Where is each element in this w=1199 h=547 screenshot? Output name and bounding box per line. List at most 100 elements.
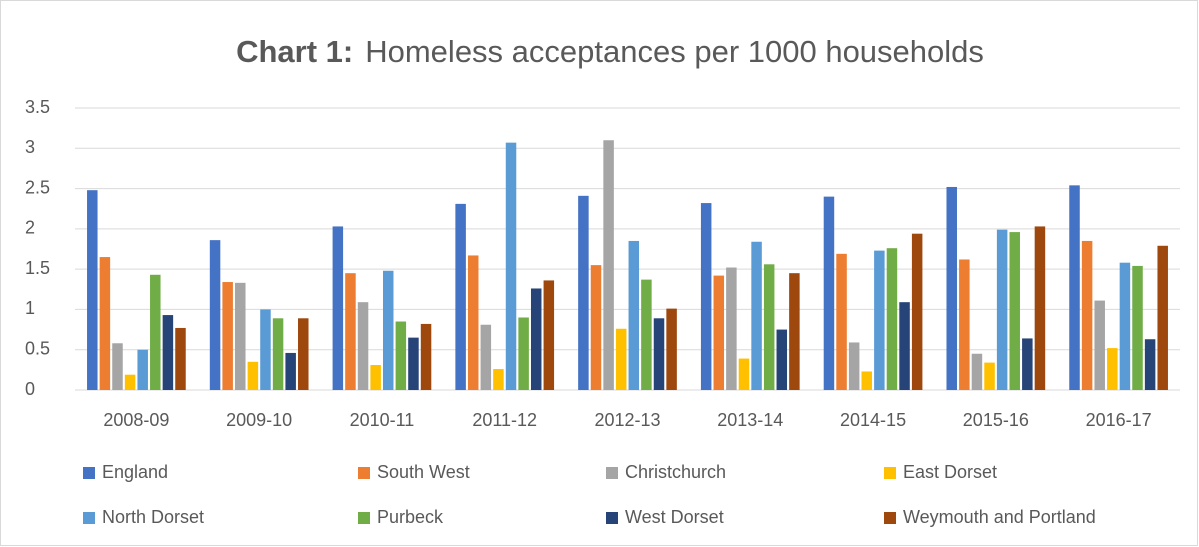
- x-tick-label: 2015-16: [963, 410, 1029, 430]
- bar: [1144, 339, 1156, 390]
- bar: [382, 270, 394, 390]
- bar: [1081, 240, 1093, 390]
- bar: [911, 233, 923, 390]
- bar: [641, 279, 652, 390]
- x-tick-label: 2012-13: [594, 410, 660, 430]
- legend-label: South West: [377, 462, 470, 482]
- legend-swatch: [358, 512, 370, 524]
- bar: [395, 321, 407, 390]
- bar: [505, 142, 517, 390]
- legend-swatch: [884, 512, 896, 524]
- legend-swatch: [83, 467, 95, 479]
- bar: [603, 140, 614, 390]
- legend-label: West Dorset: [625, 507, 724, 527]
- bar: [578, 195, 589, 390]
- x-tick-label: 2008-09: [103, 410, 169, 430]
- bar: [666, 308, 677, 390]
- bar: [175, 327, 186, 390]
- bar: [530, 288, 542, 390]
- bar: [518, 317, 529, 390]
- bar: [836, 253, 847, 390]
- bar: [628, 240, 640, 390]
- bar: [408, 337, 419, 390]
- y-tick-label: 1.5: [25, 258, 50, 278]
- x-tick-label: 2014-15: [840, 410, 906, 430]
- bar: [713, 275, 725, 390]
- bar: [1107, 348, 1118, 390]
- bar: [763, 264, 775, 390]
- bar: [247, 361, 259, 390]
- legend-label: East Dorset: [903, 462, 997, 482]
- bar: [285, 352, 296, 390]
- bar: [493, 369, 504, 390]
- legend-label: Weymouth and Portland: [903, 507, 1096, 527]
- x-tick-label: 2011-12: [472, 410, 537, 430]
- bar: [776, 329, 788, 390]
- x-tick-label: 2016-17: [1086, 410, 1152, 430]
- bar: [861, 371, 873, 390]
- bar: [738, 358, 750, 390]
- y-tick-label: 3: [25, 137, 35, 157]
- bar: [789, 273, 800, 390]
- bar: [971, 353, 983, 390]
- y-tick-label: 0: [25, 379, 35, 399]
- bar: [1132, 265, 1143, 390]
- bar: [420, 323, 432, 390]
- bar: [1094, 300, 1105, 390]
- bar: [467, 255, 479, 390]
- bar: [87, 190, 98, 390]
- bar: [137, 349, 148, 390]
- bar: [590, 265, 602, 390]
- bar: [357, 302, 369, 390]
- bar: [1009, 232, 1020, 390]
- bar: [209, 240, 221, 390]
- bar: [162, 315, 174, 390]
- bar: [298, 318, 309, 390]
- bar: [1069, 185, 1080, 390]
- legend-swatch: [884, 467, 896, 479]
- legend-label: England: [102, 462, 168, 482]
- bar: [996, 229, 1008, 390]
- bar: [124, 374, 136, 390]
- legend-swatch: [606, 512, 618, 524]
- y-tick-label: 0.5: [25, 338, 50, 358]
- y-tick-label: 2: [25, 218, 35, 238]
- bar: [1034, 226, 1046, 390]
- x-tick-label: 2013-14: [717, 410, 783, 430]
- x-tick-label: 2009-10: [226, 410, 292, 430]
- bar: [150, 274, 161, 390]
- bar: [332, 226, 344, 390]
- bar: [235, 282, 246, 390]
- bar: [823, 196, 835, 390]
- bar: [99, 257, 111, 390]
- bar: [848, 342, 860, 390]
- bar: [700, 203, 712, 390]
- title-prefix: Chart 1:: [236, 34, 353, 69]
- legend-swatch: [83, 512, 95, 524]
- bar: [1157, 245, 1168, 390]
- y-tick-label: 2.5: [25, 177, 50, 197]
- legend-label: North Dorset: [102, 507, 204, 527]
- bar: [112, 343, 123, 390]
- bar: [653, 318, 665, 390]
- bar: [959, 259, 970, 390]
- bar: [615, 328, 627, 390]
- bar: [222, 282, 233, 390]
- chart-title: Chart 1: Homeless acceptances per 1000 ho…: [236, 34, 984, 69]
- bar: [751, 241, 762, 390]
- bar: [1119, 262, 1131, 390]
- y-tick-label: 3.5: [25, 97, 50, 117]
- bar: [899, 302, 910, 390]
- bar: [874, 250, 885, 390]
- bar: [1022, 338, 1033, 390]
- x-tick-label: 2010-11: [350, 410, 415, 430]
- legend-swatch: [358, 467, 370, 479]
- bar: [260, 309, 271, 390]
- bar: [345, 273, 356, 390]
- y-tick-label: 1: [25, 298, 35, 318]
- bar: [946, 186, 957, 390]
- title-text: Homeless acceptances per 1000 households: [365, 34, 984, 69]
- bar: [984, 362, 995, 390]
- bar: [726, 267, 737, 390]
